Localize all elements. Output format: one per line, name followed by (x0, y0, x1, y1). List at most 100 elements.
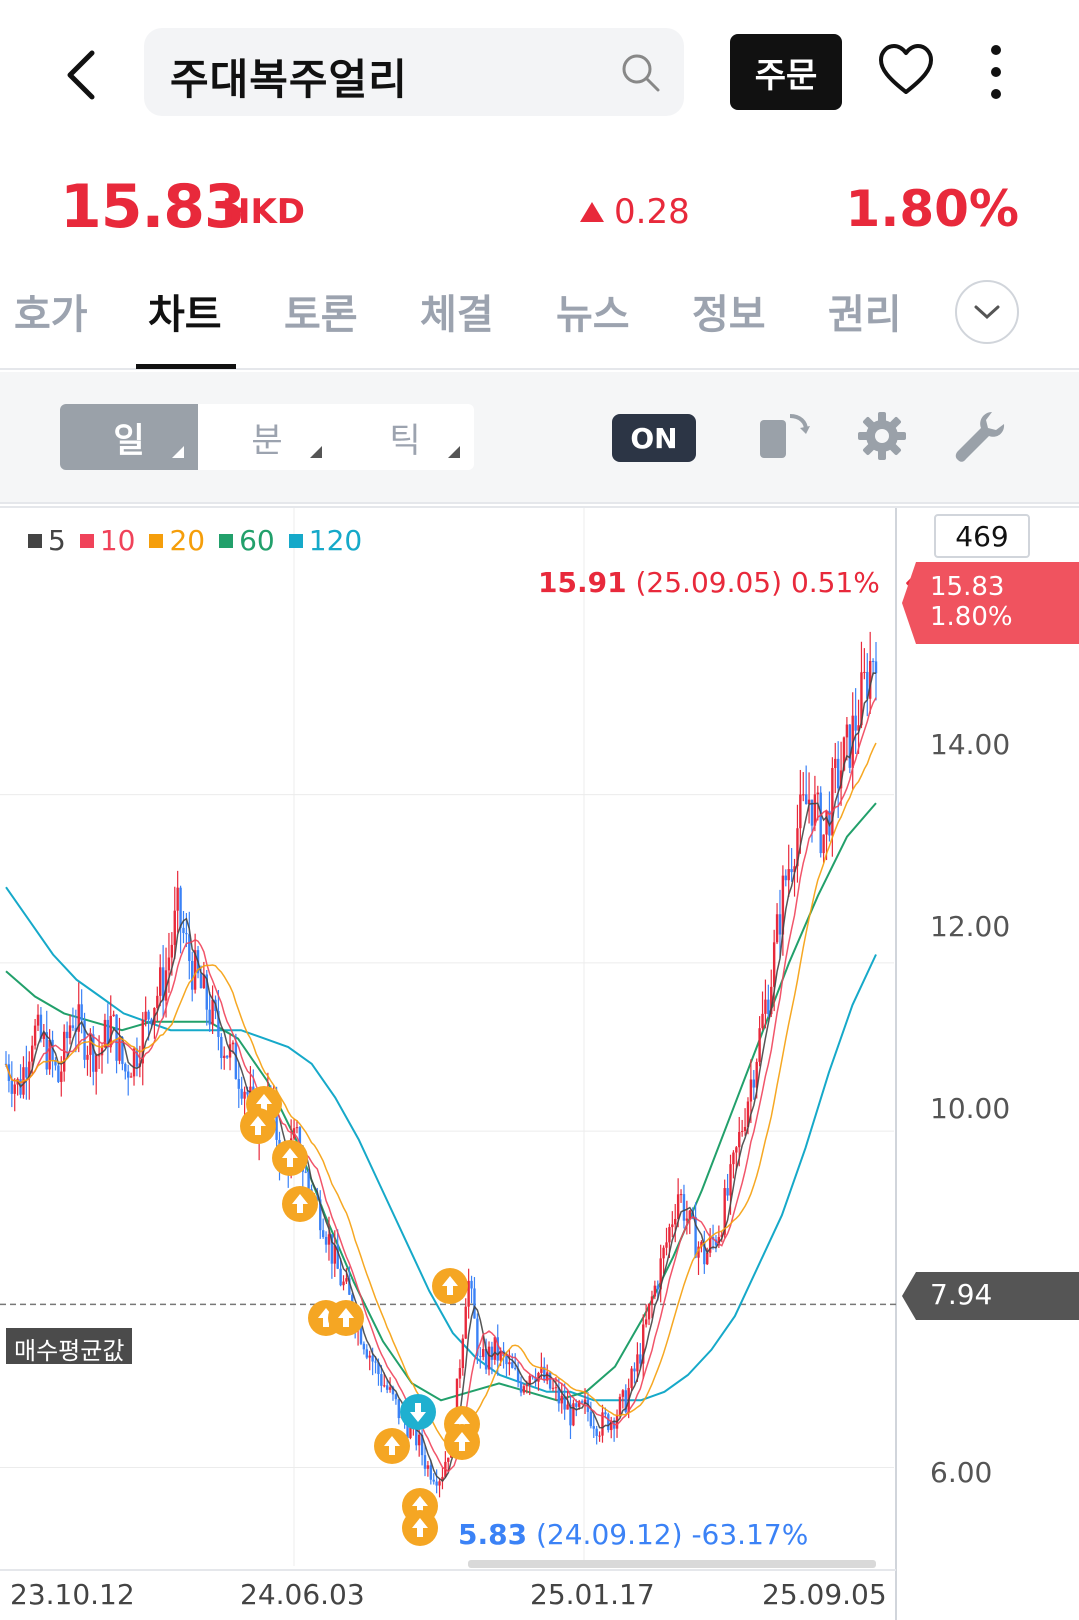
tab-orderbook[interactable]: 호가 (14, 292, 88, 338)
heart-icon[interactable] (878, 42, 934, 98)
candle-body (249, 1086, 252, 1095)
candle-body (333, 1245, 336, 1264)
candle-body (534, 1377, 537, 1382)
search-input[interactable]: 주대복주얼리 (170, 55, 408, 104)
candle-body (470, 1280, 473, 1289)
candle-body (383, 1385, 386, 1387)
candle-body (569, 1404, 572, 1426)
legend-ma20[interactable]: 20 (149, 524, 205, 557)
candle-body (481, 1348, 485, 1357)
candle-body (490, 1346, 494, 1360)
chevron-left-icon (67, 50, 95, 100)
candle-body (324, 1236, 328, 1245)
arrow-up-icon (412, 1518, 428, 1537)
candle-body (653, 1285, 657, 1297)
candle-body (807, 799, 811, 805)
back-button[interactable] (50, 40, 110, 110)
order-button[interactable]: 주문 (730, 34, 842, 110)
candle-body (580, 1401, 584, 1403)
price-change: 0.28 (614, 192, 690, 232)
candle-body (671, 1224, 674, 1228)
tab-info[interactable]: 정보 (692, 292, 766, 338)
candle-body (688, 1210, 691, 1219)
candle-body (391, 1387, 395, 1395)
y-axis-label: 14.00 (930, 728, 1011, 761)
candle-body (802, 794, 805, 796)
candle-body (246, 1091, 249, 1095)
candle-body (804, 794, 808, 805)
candle-body (595, 1428, 598, 1436)
legend-ma60[interactable]: 60 (219, 524, 275, 557)
candle-body (703, 1241, 706, 1265)
candle-body (496, 1337, 499, 1361)
chart-canvas[interactable] (0, 506, 1079, 1620)
candle-body (48, 1039, 51, 1070)
candle-body (45, 1032, 48, 1070)
candle-body (726, 1188, 729, 1196)
candle-body (141, 1020, 144, 1064)
current-price-tag: 15.83 1.80% (902, 562, 1079, 644)
candle-body (97, 1055, 101, 1057)
candle-body (543, 1366, 546, 1381)
candle-body (874, 661, 878, 674)
tab-news[interactable]: 뉴스 (556, 292, 630, 338)
candle-body (857, 725, 860, 731)
candle-body (51, 1039, 54, 1061)
period-day-button[interactable]: 일 (60, 404, 198, 470)
buy-marker (328, 1300, 364, 1336)
candle-body (610, 1420, 613, 1431)
candle-body (103, 1019, 107, 1048)
candle-body (778, 914, 782, 935)
candle-body (679, 1194, 683, 1196)
tab-discussion[interactable]: 토론 (284, 292, 358, 338)
on-toggle-button[interactable]: ON (612, 414, 696, 462)
candle-body (423, 1455, 427, 1469)
dropdown-corner-icon (172, 446, 184, 458)
tabs-expand-button[interactable] (955, 280, 1019, 344)
candle-count-input[interactable]: 469 (934, 514, 1030, 558)
candle-body (429, 1465, 433, 1480)
candle-body (28, 1061, 31, 1078)
candle-body (720, 1234, 723, 1238)
candle-body (432, 1479, 435, 1482)
legend-swatch (149, 533, 164, 548)
legend-ma120[interactable]: 120 (288, 524, 362, 557)
arrow-up-icon (442, 1276, 458, 1295)
legend-ma10[interactable]: 10 (79, 524, 135, 557)
candle-body (836, 758, 840, 789)
period-tick-button[interactable]: 틱 (336, 404, 474, 470)
candle-body (868, 660, 872, 699)
candle-body (525, 1384, 529, 1387)
y-axis-label: 6.00 (930, 1456, 993, 1489)
arrow-up-icon (454, 1414, 470, 1433)
candle-body (147, 1011, 150, 1020)
gear-icon[interactable] (854, 408, 910, 464)
candle-body (787, 869, 790, 881)
tab-trades[interactable]: 체결 (420, 292, 494, 338)
candle-body (650, 1296, 654, 1304)
high-annotation: 15.91 (25.09.05) 0.51% ← (538, 566, 928, 599)
search-box[interactable]: 주대복주얼리 (144, 28, 684, 116)
search-icon[interactable] (618, 50, 662, 94)
arrow-up-icon (250, 1116, 266, 1135)
tab-chart[interactable]: 차트 (148, 292, 222, 338)
price-change-percent: 1.80% (845, 180, 1019, 238)
candle-body (415, 1419, 418, 1446)
rotate-screen-icon[interactable] (756, 408, 812, 464)
arrow-up-icon (454, 1432, 470, 1451)
period-minute-button[interactable]: 분 (198, 404, 336, 470)
candle-body (92, 1034, 95, 1072)
tab-rights[interactable]: 권리 (828, 292, 902, 338)
chevron-down-icon (974, 305, 1000, 320)
price-chart[interactable]: 5 10 20 60 120 469 15.91 (25.09.05) 0.51… (0, 506, 1079, 1620)
candle-body (642, 1324, 645, 1364)
more-vertical-icon[interactable] (985, 42, 1007, 102)
candle-body (385, 1385, 389, 1390)
chart-scrollbar (468, 1560, 876, 1568)
legend-ma5[interactable]: 5 (28, 524, 66, 557)
candle-body (854, 715, 857, 731)
candle-body (464, 1306, 467, 1339)
wrench-icon[interactable] (952, 408, 1008, 464)
currency-label: HKD (222, 192, 306, 232)
arrow-down-icon (410, 1403, 426, 1422)
